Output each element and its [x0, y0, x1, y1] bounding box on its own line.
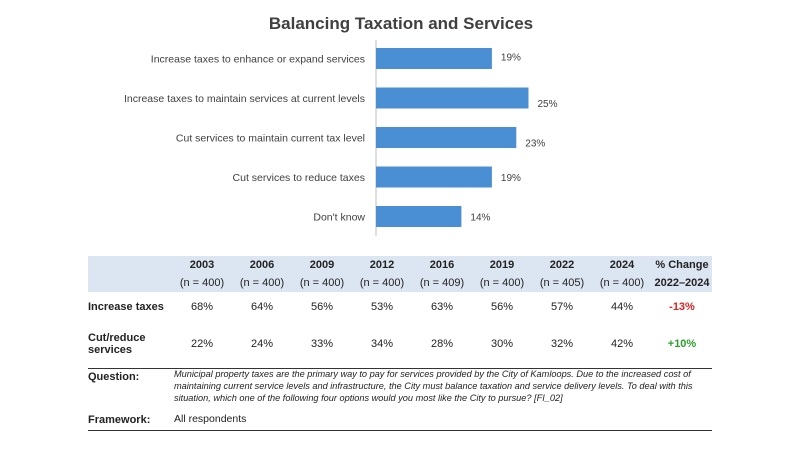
- table-cell: 56%: [490, 301, 514, 313]
- table-top-rule: [88, 256, 712, 257]
- bar: [376, 206, 462, 227]
- category-label: Cut services to reduce taxes: [233, 172, 365, 184]
- table-cell: 30%: [490, 338, 514, 350]
- bar-chart: Increase taxes to enhance or expand serv…: [124, 40, 558, 236]
- table-cell: 24%: [250, 338, 274, 350]
- table-cell: 68%: [190, 301, 214, 313]
- year-header-row: 2003 2006 2009 2012 2016 2019 2022 2024 …: [88, 256, 712, 274]
- table-cell: 56%: [310, 301, 334, 313]
- year-header: 2016: [429, 259, 455, 271]
- table-cell: 22%: [190, 338, 214, 350]
- year-header: 2012: [369, 259, 395, 271]
- data-label: 25%: [538, 99, 558, 110]
- chart-title: Balancing Taxation and Services: [268, 14, 534, 33]
- sample-size: (n = 400): [179, 277, 225, 289]
- table-row: Cut/reduce services 22% 24% 33% 34% 28% …: [88, 322, 712, 366]
- bar: [376, 127, 517, 148]
- table-cell: 28%: [430, 338, 454, 350]
- change-cell: -13%: [669, 301, 695, 313]
- table-cell: 33%: [310, 338, 334, 350]
- year-header: 2024: [609, 259, 635, 271]
- category-label: Don't know: [313, 212, 365, 224]
- data-label: 14%: [470, 213, 490, 224]
- row-label: Increase taxes: [88, 301, 164, 313]
- data-label: 23%: [525, 139, 545, 150]
- row-label: Cut/reduce services: [88, 322, 172, 366]
- change-cell: +10%: [667, 338, 697, 350]
- table-cell: 34%: [370, 338, 394, 350]
- year-header: 2022: [549, 259, 575, 271]
- trend-table: 2003 2006 2009 2012 2016 2019 2022 2024 …: [88, 256, 712, 366]
- sample-size: (n = 400): [239, 277, 285, 289]
- data-label: 19%: [501, 53, 521, 64]
- bar: [376, 166, 492, 188]
- table-bottom-rule: [88, 430, 712, 431]
- year-header: 2003: [189, 259, 215, 271]
- year-header: 2019: [489, 259, 515, 271]
- sample-size: (n = 405): [539, 277, 585, 289]
- category-label: Increase taxes to enhance or expand serv…: [151, 54, 365, 66]
- header-blank: [88, 256, 172, 274]
- framework-text: All respondents: [174, 413, 247, 425]
- table-cell: 63%: [430, 301, 454, 313]
- category-label: Cut services to maintain current tax lev…: [176, 133, 365, 145]
- bar: [376, 87, 529, 109]
- sample-size: (n = 400): [299, 277, 345, 289]
- table-mid-rule: [88, 368, 712, 369]
- year-header: 2006: [249, 259, 275, 271]
- framework-label: Framework:: [88, 414, 151, 426]
- row-label-line: Cut/reduce: [88, 332, 146, 344]
- bar: [376, 48, 492, 69]
- sample-size-row: (n = 400) (n = 400) (n = 400) (n = 400) …: [88, 274, 712, 292]
- data-label: 19%: [501, 173, 521, 184]
- change-period: 2022–2024: [654, 277, 710, 289]
- sample-size: (n = 400): [479, 277, 525, 289]
- table-cell: 32%: [550, 338, 574, 350]
- row-label-line: services: [88, 344, 133, 356]
- sample-size: (n = 400): [359, 277, 405, 289]
- header-blank: [88, 274, 172, 292]
- question-label: Question:: [88, 371, 140, 383]
- table-cell: 44%: [610, 301, 634, 313]
- table-row: Increase taxes 68% 64% 56% 53% 63% 56% 5…: [88, 292, 712, 322]
- table-cell: 42%: [610, 338, 634, 350]
- sample-size: (n = 409): [419, 277, 465, 289]
- table-cell: 53%: [370, 301, 394, 313]
- category-label: Increase taxes to maintain services at c…: [124, 93, 365, 105]
- year-header: 2009: [309, 259, 335, 271]
- question-text: Municipal property taxes are the primary…: [174, 369, 693, 403]
- sample-size: (n = 400): [599, 277, 645, 289]
- table-cell: 64%: [250, 301, 274, 313]
- change-header: % Change: [655, 259, 709, 271]
- table-cell: 57%: [550, 301, 574, 313]
